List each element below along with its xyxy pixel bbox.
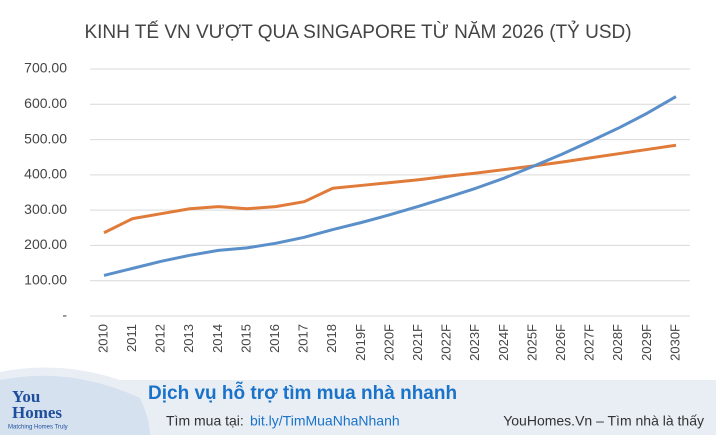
- x-tick-label: 2028F: [610, 324, 625, 361]
- y-tick-label: 600.00: [24, 95, 67, 111]
- x-tick-label: 2025F: [524, 324, 539, 361]
- banner-wave: [0, 375, 150, 435]
- x-tick-label: 2022F: [439, 324, 454, 361]
- x-tick-label: 2030F: [667, 324, 682, 361]
- y-tick-label: 400.00: [24, 166, 67, 182]
- banner-headline: Dịch vụ hỗ trợ tìm mua nhà nhanh: [148, 382, 457, 404]
- y-tick-label: 100.00: [24, 271, 67, 287]
- x-tick-label: 2019F: [353, 324, 368, 361]
- logo: You: [12, 387, 40, 406]
- x-tick-label: 2012: [153, 324, 168, 353]
- x-tick-label: 2010: [95, 324, 110, 353]
- x-tick-label: 2020F: [381, 324, 396, 361]
- link[interactable]: bit.ly/TimMuaNhaNhanh: [250, 413, 400, 429]
- banner: You Homes Matching Homes Truly Dịch vụ h…: [0, 367, 716, 435]
- x-tick-label: 2029F: [639, 324, 654, 361]
- x-tick-label: 2015: [238, 324, 253, 353]
- x-tick-label: 2026F: [553, 324, 568, 361]
- y-tick-label: 500.00: [24, 130, 67, 146]
- logo-tagline: Matching Homes Truly: [8, 425, 68, 431]
- link-label: Tìm mua tại:: [166, 413, 244, 429]
- logo: Homes: [12, 403, 62, 422]
- x-tick-label: 2024F: [496, 324, 511, 361]
- x-tick-label: 2021F: [410, 324, 425, 361]
- y-tick-label: -: [62, 307, 67, 323]
- x-tick-label: 2011: [124, 324, 139, 352]
- x-tick-label: 2013: [181, 324, 196, 353]
- x-tick-label: 2027F: [582, 324, 597, 361]
- banner-bg: [0, 367, 716, 435]
- y-tick-label: 300.00: [24, 201, 67, 217]
- x-tick-label: 2018: [324, 324, 339, 353]
- chart-title: KINH TẾ VN VƯỢT QUA SINGAPORE TỪ NĂM 202…: [84, 21, 631, 43]
- x-tick-label: 2014: [210, 324, 225, 353]
- x-tick-label: 2016: [267, 324, 282, 353]
- series-line: [103, 143, 677, 235]
- x-tick-label: 2017: [296, 324, 311, 353]
- y-tick-label: 700.00: [24, 60, 67, 76]
- series-line: [103, 95, 677, 277]
- x-tick-label: 2023F: [467, 324, 482, 361]
- site: YouHomes.Vn – Tìm nhà là thấy: [503, 413, 704, 429]
- y-tick-label: 200.00: [24, 236, 67, 252]
